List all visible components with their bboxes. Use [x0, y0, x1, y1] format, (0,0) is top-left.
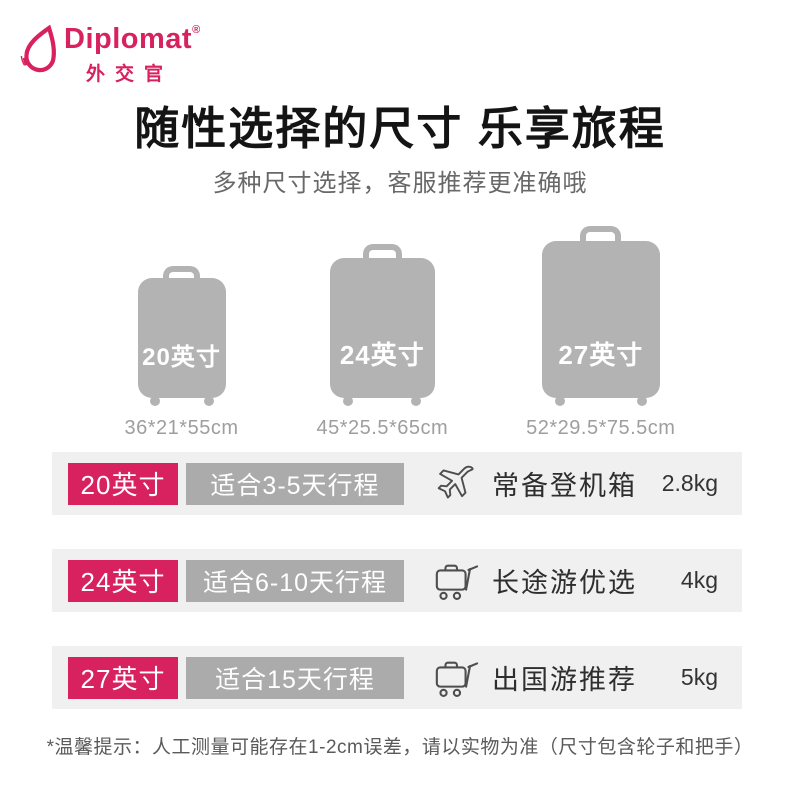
suitcase-27inch: 27英寸 52*29.5*75.5cm — [526, 226, 675, 440]
weight-value: 4kg — [680, 567, 718, 593]
suitcase-wheels — [554, 396, 647, 406]
trip-duration-badge: 适合6-10天行程 — [186, 559, 404, 602]
suitcase-dimensions: 36*21*55cm — [124, 417, 239, 439]
suitcase-handle — [362, 244, 402, 262]
suitcase-wheels — [149, 396, 214, 406]
weight-value: 5kg — [680, 664, 718, 690]
size-badge: 20英寸 — [68, 462, 178, 505]
suitcase-silhouette: 27英寸 — [541, 241, 660, 398]
water-drop-icon — [20, 24, 56, 73]
page-subtitle: 多种尺寸选择，客服推荐更准确哦 — [212, 170, 588, 197]
suitcase-size-label: 24英寸 — [339, 340, 425, 370]
registered-mark: ® — [192, 24, 201, 36]
luggage-trolley-icon — [432, 654, 480, 702]
suitcase-handle — [163, 266, 200, 282]
brand-name-cn: 外交官 — [86, 63, 174, 85]
suitcase-24inch: 24英寸 45*25.5*65cm — [316, 244, 448, 440]
suitcase-20inch: 20英寸 36*21*55cm — [125, 266, 239, 440]
spec-row-24inch: 24英寸 适合6-10天行程 长途游优选 4kg — [52, 549, 742, 612]
suitcase-silhouette: 24英寸 — [329, 258, 435, 398]
suitcase-size-label: 27英寸 — [558, 340, 644, 370]
suitcase-silhouette: 20英寸 — [137, 278, 226, 398]
spec-row-20inch: 20英寸 适合3-5天行程 常备登机箱 2.8kg — [52, 452, 742, 515]
brand-logo: Diplomat® 外交官 — [20, 23, 201, 86]
page-title: 随性选择的尺寸 乐享旅程 — [134, 103, 666, 154]
spec-row-27inch: 27英寸 适合15天行程 出国游推荐 5kg — [52, 646, 742, 709]
suitcase-dimensions: 45*25.5*65cm — [316, 417, 449, 439]
size-spec-rows: 20英寸 适合3-5天行程 常备登机箱 2.8kg 24英寸 适合6-10天行程 — [52, 452, 742, 743]
brand-logo-text: Diplomat® 外交官 — [64, 23, 201, 86]
trip-duration-badge: 适合15天行程 — [186, 656, 404, 699]
suitcase-comparison: 20英寸 36*21*55cm 24英寸 45*25.5*65cm 27英寸 5… — [0, 226, 800, 440]
suitcase-dimensions: 52*29.5*75.5cm — [526, 417, 676, 439]
size-badge: 24英寸 — [68, 559, 178, 602]
measurement-disclaimer: *温馨提示：人工测量可能存在1-2cm误差，请以实物为准（尺寸包含轮子和把手） — [46, 737, 754, 758]
size-badge: 27英寸 — [68, 656, 178, 699]
suitcase-size-label: 20英寸 — [142, 344, 221, 371]
suitcase-wheels — [343, 396, 422, 406]
usage-recommendation: 长途游优选 — [492, 568, 637, 598]
airplane-icon — [432, 460, 480, 508]
trip-duration-badge: 适合3-5天行程 — [186, 462, 404, 505]
suitcase-handle — [580, 226, 622, 245]
brand-name-en: Diplomat® — [64, 23, 201, 55]
luggage-trolley-icon — [432, 557, 480, 605]
usage-recommendation: 出国游推荐 — [492, 665, 637, 695]
usage-recommendation: 常备登机箱 — [492, 471, 637, 501]
weight-value: 2.8kg — [661, 470, 718, 496]
